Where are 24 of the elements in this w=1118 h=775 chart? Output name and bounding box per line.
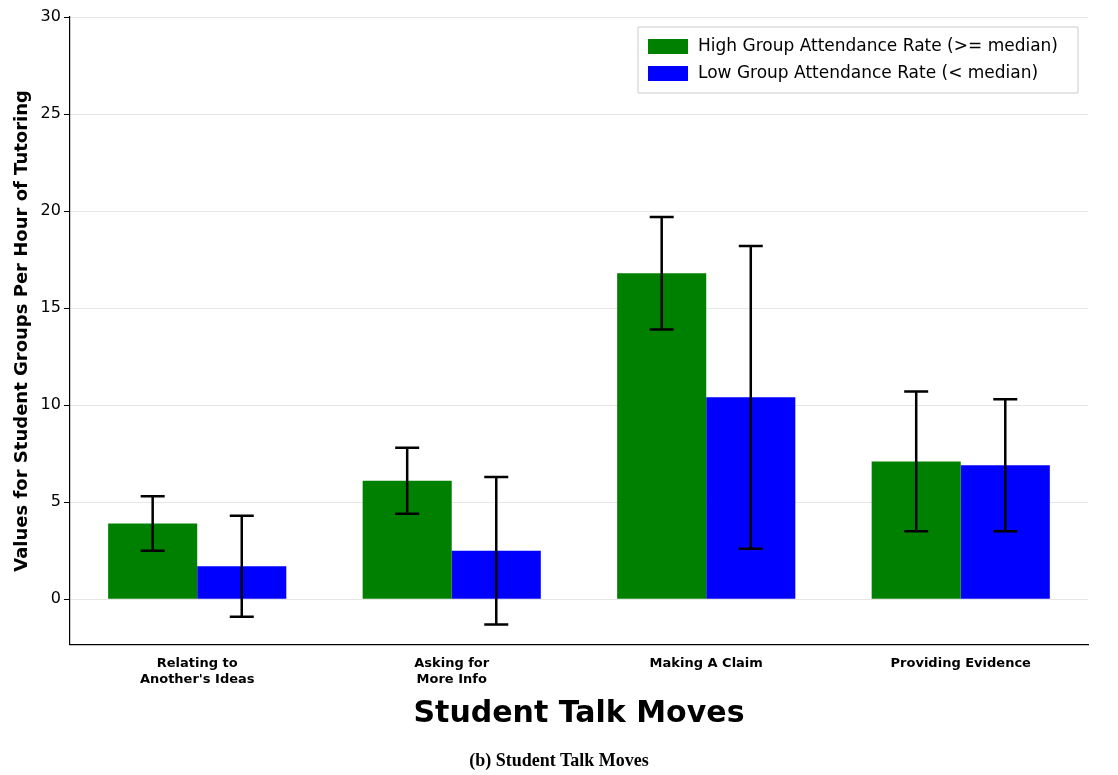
x-axis-title: Student Talk Moves [413,693,745,729]
x-tick-label: Asking for More Info [414,654,490,686]
y-axis-title: Values for Student Groups Per Hour of Tutoring [10,90,32,572]
y-tick-label: 20 [40,200,61,220]
y-tick-label: 25 [40,103,61,123]
text: (b) Student Talk Moves [468,750,650,771]
bar [871,461,961,599]
x-tick-label: Relating to Another's Ideas [139,654,255,686]
x-tick-label: Providing Evidence [890,654,1032,670]
y-tick-label: 0 [50,588,61,608]
bar [197,566,287,599]
legend-label: High Group Attendance Rate (>= median) [698,35,1059,56]
bar [617,273,707,599]
y-tick-label: 30 [40,6,61,26]
y-tick-label: 15 [40,297,61,317]
x-tick-label: Making A Claim [649,654,763,670]
bar [362,480,452,599]
legend-label: Low Group Attendance Rate (< median) [698,62,1039,83]
y-tick-label: 10 [40,394,61,414]
bar [960,465,1050,599]
bar [706,397,796,599]
y-tick-label: 5 [50,491,61,511]
bar [108,523,198,599]
bar [451,550,541,599]
